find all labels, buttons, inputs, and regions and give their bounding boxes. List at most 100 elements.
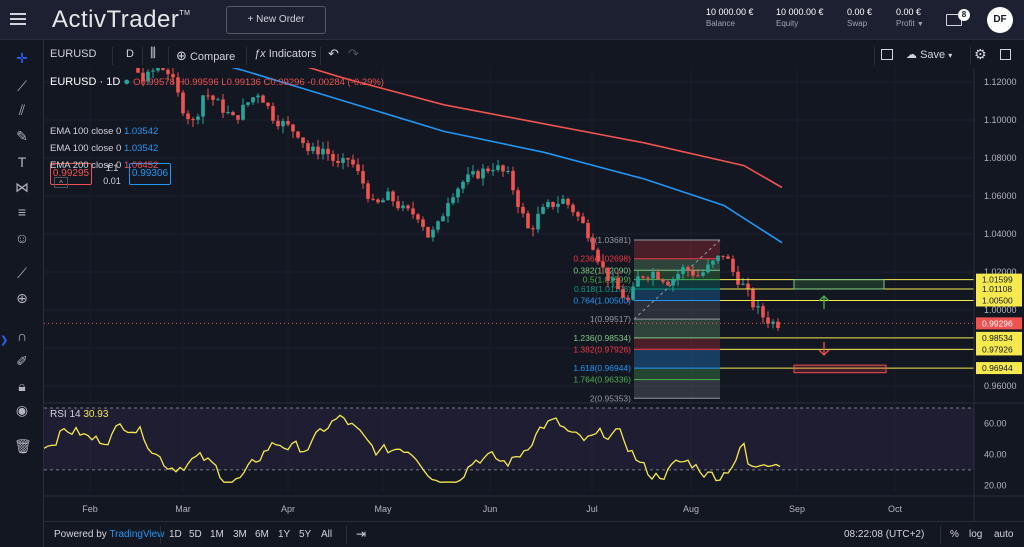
separator	[874, 47, 875, 65]
indicator-label: EMA 200 close 0	[50, 160, 122, 171]
equity-label: Equity	[776, 19, 799, 28]
separator	[940, 526, 941, 544]
undo-icon[interactable]: ↶	[328, 46, 339, 61]
indicator-row-1[interactable]: EMA 100 close 0 1.03542	[50, 126, 158, 137]
rsi-legend[interactable]: RSI 14 30.93	[50, 409, 108, 420]
snapshot-icon[interactable]	[1000, 49, 1011, 60]
lock-drawing-icon[interactable]: ✐	[16, 353, 28, 369]
symbol-selector[interactable]: EURUSD	[50, 48, 97, 60]
candle-body	[621, 288, 625, 298]
fullscreen-icon[interactable]	[881, 49, 893, 60]
ruler-icon[interactable]: ⟋	[17, 265, 27, 281]
candle-body	[486, 168, 490, 172]
chevron-down-icon: ▾	[948, 51, 953, 60]
candle-body	[181, 92, 185, 114]
time-tick-label: May	[374, 504, 392, 514]
candle-body	[211, 95, 215, 100]
settings-gear-icon[interactable]: ⚙	[974, 46, 987, 62]
price-chart[interactable]: 0(1.03681) 0.236(1.02698)0.382(1.02090) 0.…	[43, 5, 1024, 521]
price-tag-label: 0.99296	[982, 318, 1013, 328]
percent-toggle[interactable]: %	[950, 529, 959, 540]
candle-body	[506, 170, 510, 172]
buy-price-button[interactable]: 0.99306	[129, 163, 171, 185]
indicator-row-2[interactable]: EMA 100 close 0 1.03542	[50, 143, 158, 154]
interval-selector[interactable]: D	[126, 48, 134, 60]
collapse-legend-button[interactable]: ^	[54, 177, 68, 188]
clock-time[interactable]: 08:22:08 (UTC+2)	[844, 529, 925, 540]
expand-arrow-icon[interactable]: ❯	[0, 335, 9, 346]
eye-icon[interactable]: ◉	[15, 402, 29, 418]
candle-body	[216, 99, 220, 101]
candle-body	[316, 146, 320, 155]
candle-body	[241, 104, 245, 120]
redo-icon[interactable]: ↷	[348, 46, 359, 61]
chart-grid	[44, 68, 1024, 493]
log-toggle[interactable]: log	[969, 529, 983, 540]
goto-date-icon[interactable]: ⇥	[356, 527, 367, 541]
new-order-button[interactable]: + New Order	[226, 6, 326, 34]
candle-body	[361, 171, 365, 184]
candle-body	[186, 113, 190, 120]
candle-body	[701, 272, 705, 276]
price-tick-label: 1.08000	[984, 153, 1017, 163]
range-1d[interactable]: 1D	[169, 529, 182, 540]
crosshair-icon[interactable]: ✛	[16, 50, 28, 66]
hamburger-menu-icon[interactable]	[10, 13, 26, 25]
candle-type-icon[interactable]: ⫼	[150, 45, 156, 60]
pattern-icon[interactable]: ⋈	[15, 179, 29, 195]
compare-button[interactable]: ⊕ Compare	[176, 48, 235, 64]
lock-icon[interactable]: 🔒︎	[18, 378, 26, 394]
balance-info: 10 000.00 € Balance	[706, 7, 754, 28]
candle-body	[451, 197, 455, 204]
candle-body	[726, 256, 730, 259]
candle-body	[261, 95, 265, 103]
trendline-icon[interactable]: ⟋	[17, 78, 27, 94]
range-5y[interactable]: 5Y	[299, 529, 312, 540]
candle-body	[326, 148, 330, 155]
candle-body	[461, 181, 465, 189]
candle-body	[626, 297, 630, 300]
trash-icon[interactable]: 🗑︎	[14, 438, 32, 454]
separator	[168, 47, 169, 65]
price-tick-label: 0.96000	[984, 381, 1017, 391]
candle-body	[561, 198, 565, 204]
range-1y[interactable]: 1Y	[278, 529, 291, 540]
brush-icon[interactable]: ✎	[16, 128, 28, 144]
chart-area[interactable]: 0(1.03681) 0.236(1.02698) 0.382(1.02090) 0.…	[43, 5, 1024, 547]
pitchfork-icon[interactable]: ⫽	[18, 102, 26, 118]
candle-body	[381, 200, 385, 203]
range-1m[interactable]: 1M	[210, 529, 224, 540]
profit-info[interactable]: 0.00 € Profit ▼	[896, 7, 924, 28]
candle-body	[151, 70, 155, 72]
candle-body	[426, 226, 430, 238]
candle-body	[236, 115, 240, 120]
range-5d[interactable]: 5D	[189, 529, 202, 540]
indicators-button[interactable]: ƒx Indicators	[254, 48, 316, 60]
sell-price-button[interactable]: 0.99295	[50, 163, 92, 185]
text-icon[interactable]: T	[17, 154, 27, 170]
separator	[246, 47, 247, 65]
candle-body	[571, 204, 575, 213]
range-6m[interactable]: 6M	[255, 529, 269, 540]
avatar[interactable]: DF	[987, 7, 1013, 33]
range-all[interactable]: All	[321, 529, 333, 540]
zoom-icon[interactable]: ⊕	[16, 290, 28, 306]
save-button[interactable]: ☁︎ Save ▾	[906, 48, 952, 61]
candle-body	[256, 95, 260, 98]
range-3m[interactable]: 3M	[233, 529, 247, 540]
save-label: Save	[920, 49, 946, 61]
candle-body	[266, 102, 270, 107]
spread-bottom: 0.01	[103, 176, 121, 186]
time-tick-label: Jun	[483, 504, 498, 514]
auto-toggle[interactable]: auto	[994, 529, 1014, 540]
candle-body	[176, 77, 180, 93]
tradingview-link[interactable]: TradingView	[109, 529, 165, 540]
magnet-icon[interactable]: ∩	[16, 328, 28, 344]
emoji-icon[interactable]: ☺	[14, 230, 30, 246]
candle-body	[161, 64, 165, 70]
candle-body	[306, 143, 310, 152]
balance-label: Balance	[706, 19, 735, 28]
indicator-row-3[interactable]: EMA 200 close 0 1.06452	[50, 160, 158, 171]
sell-zone-rect	[793, 364, 887, 374]
fib-icon[interactable]: ≡	[17, 204, 27, 220]
